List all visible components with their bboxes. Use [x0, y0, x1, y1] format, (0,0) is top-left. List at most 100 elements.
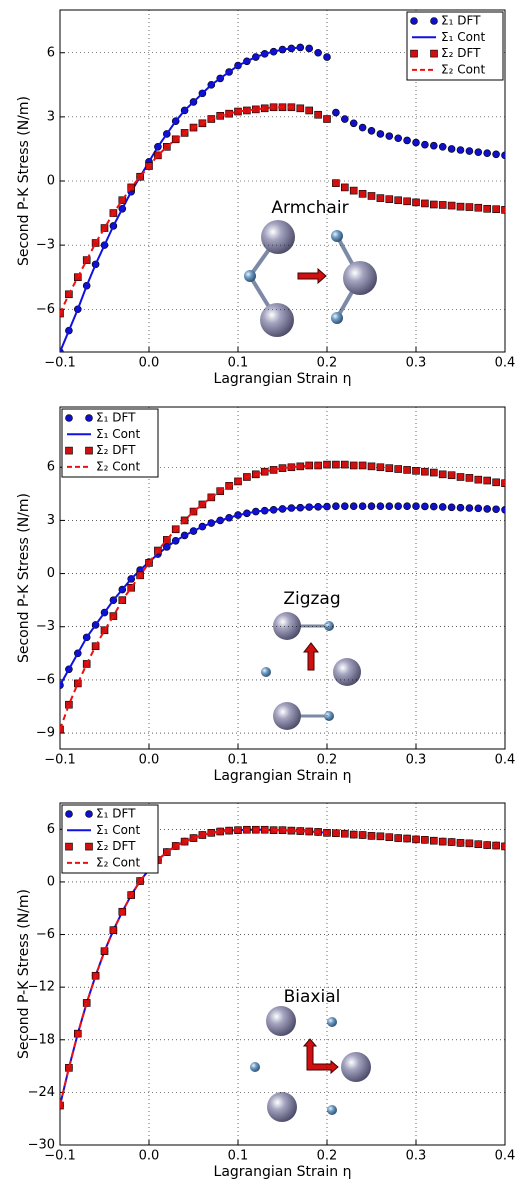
data-marker: [439, 838, 446, 845]
data-marker: [377, 130, 384, 137]
x-tick-label: 0.2: [317, 753, 338, 768]
data-marker: [457, 147, 464, 154]
legend-marker: [66, 811, 73, 818]
y-axis-label: Second P-K Stress (N/m): [16, 96, 32, 266]
y-tick-label: −6: [36, 927, 55, 942]
x-tick-label: 0.3: [406, 356, 427, 371]
data-marker: [475, 204, 482, 211]
legend-label: Σ₁ Cont: [96, 823, 141, 837]
data-marker: [350, 831, 357, 838]
legend-marker: [66, 415, 73, 422]
data-marker: [368, 503, 375, 510]
y-tick-label: −24: [28, 1085, 55, 1100]
y-tick-label: 3: [47, 109, 55, 124]
x-tick-label: −0.1: [44, 356, 76, 371]
data-marker: [377, 833, 384, 840]
legend-marker: [86, 447, 93, 454]
x-tick-label: 0.0: [139, 753, 160, 768]
y-tick-label: 6: [47, 460, 55, 475]
data-marker: [448, 472, 455, 479]
data-marker: [439, 201, 446, 208]
data-marker: [457, 473, 464, 480]
data-marker: [430, 469, 437, 476]
data-marker: [404, 137, 411, 144]
legend-marker: [431, 18, 438, 25]
legend-marker: [411, 18, 418, 25]
biaxial-molecule: [250, 1006, 371, 1122]
data-marker: [430, 201, 437, 208]
legend-marker: [86, 811, 93, 818]
legend-marker: [86, 415, 93, 422]
data-marker: [413, 199, 420, 206]
data-marker: [386, 503, 393, 510]
legend-label: Σ₂ DFT: [96, 839, 136, 853]
legend-marker: [431, 50, 438, 57]
y-axis-label: Second P-K Stress (N/m): [16, 889, 32, 1059]
data-marker: [341, 116, 348, 123]
y-axis-label: Second P-K Stress (N/m): [16, 493, 32, 663]
data-marker: [386, 133, 393, 140]
data-marker: [457, 504, 464, 511]
x-tick-label: 0.4: [495, 356, 516, 371]
x-tick-label: 0.3: [406, 753, 427, 768]
data-marker: [430, 503, 437, 510]
zigzag-molecule: [261, 612, 361, 730]
x-tick-label: 0.2: [317, 356, 338, 371]
data-line: [60, 47, 300, 352]
data-marker: [332, 180, 339, 187]
data-marker: [439, 143, 446, 150]
data-marker: [475, 841, 482, 848]
armchair-molecule: [244, 220, 377, 337]
data-marker: [395, 835, 402, 842]
data-marker: [395, 197, 402, 204]
data-marker: [404, 198, 411, 205]
legend-label: Σ₁ Cont: [441, 30, 486, 44]
data-marker: [386, 465, 393, 472]
legend-marker: [411, 50, 418, 57]
data-marker: [404, 835, 411, 842]
x-tick-label: 0.1: [228, 1149, 249, 1164]
data-marker: [421, 468, 428, 475]
data-marker: [315, 111, 322, 118]
data-marker: [413, 139, 420, 146]
data-marker: [502, 152, 509, 159]
data-marker: [457, 203, 464, 210]
legend-label: Σ₂ Cont: [96, 855, 141, 869]
legend-label: Σ₂ Cont: [441, 62, 486, 76]
annotation: Zigzag: [283, 589, 340, 609]
y-tick-label: 0: [47, 566, 55, 581]
data-marker: [341, 503, 348, 510]
data-marker: [377, 503, 384, 510]
data-marker: [448, 839, 455, 846]
data-marker: [421, 200, 428, 207]
data-marker: [430, 142, 437, 149]
data-marker: [395, 135, 402, 142]
x-tick-label: 0.4: [495, 753, 516, 768]
y-tick-label: −9: [36, 726, 55, 741]
x-tick-label: 0.0: [139, 356, 160, 371]
legend-label: Σ₁ DFT: [96, 411, 136, 425]
data-marker: [395, 466, 402, 473]
data-marker: [404, 503, 411, 510]
data-marker: [439, 471, 446, 478]
data-marker: [324, 116, 331, 123]
data-marker: [359, 124, 366, 131]
data-marker: [350, 462, 357, 469]
data-marker: [448, 202, 455, 209]
y-tick-label: 3: [47, 513, 55, 528]
annotation: Biaxial: [284, 987, 341, 1007]
data-marker: [172, 842, 179, 849]
y-tick-label: −6: [36, 302, 55, 317]
data-marker: [413, 836, 420, 843]
data-marker: [350, 120, 357, 127]
data-marker: [502, 480, 509, 487]
data-marker: [332, 109, 339, 116]
data-marker: [484, 477, 491, 484]
data-marker: [368, 832, 375, 839]
data-marker: [83, 257, 90, 264]
data-marker: [430, 837, 437, 844]
x-axis-label: Lagrangian Strain η: [214, 768, 352, 784]
data-marker: [502, 206, 509, 213]
legend-marker: [86, 843, 93, 850]
